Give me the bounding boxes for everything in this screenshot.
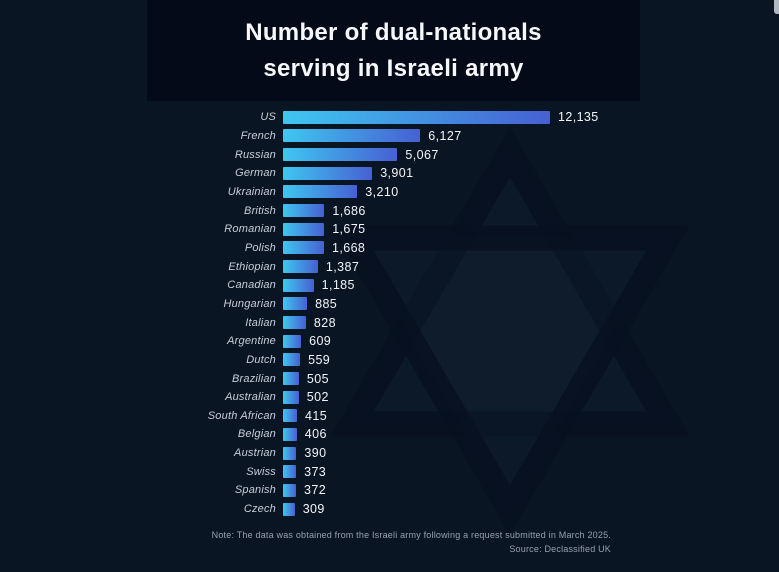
bar-row: Italian 828: [160, 313, 770, 332]
bar-row: Ethiopian 1,387: [160, 257, 770, 276]
category-label: Swiss: [246, 465, 276, 478]
chart-title-line-1: Number of dual-nationals: [245, 18, 542, 46]
bar: [283, 446, 297, 460]
value-label: 6,127: [428, 128, 462, 143]
category-label: Ethiopian: [228, 260, 276, 273]
value-label: 1,185: [321, 278, 355, 293]
value-label: 609: [309, 334, 332, 349]
value-label: 885: [315, 296, 338, 311]
value-label: 3,901: [380, 166, 414, 181]
value-label: 309: [302, 502, 325, 517]
category-label: British: [244, 204, 276, 217]
bar-row: Hungarian 885: [160, 295, 770, 314]
bar-row: Australian 502: [160, 388, 770, 407]
bar-row: Brazilian 505: [160, 369, 770, 388]
category-label: Russian: [234, 148, 276, 161]
value-label: 406: [304, 427, 327, 442]
bar: [283, 260, 318, 274]
footnote-block: Note: The data was obtained from the Isr…: [212, 529, 611, 556]
bar: [283, 297, 308, 311]
bar: [283, 409, 297, 423]
bar: [283, 278, 314, 292]
category-label: South African: [207, 409, 276, 422]
value-label: 1,668: [332, 240, 366, 255]
category-label: Canadian: [227, 279, 276, 292]
bar: [283, 166, 373, 180]
value-label: 1,686: [332, 203, 366, 218]
bar-row: Argentine 609: [160, 332, 770, 351]
value-label: 1,387: [325, 259, 360, 274]
bar-row: Polish 1,668: [160, 239, 770, 258]
value-label: 390: [304, 446, 327, 461]
value-label: 828: [313, 315, 336, 330]
category-label: Australian: [225, 391, 276, 404]
bar: [283, 353, 301, 367]
value-label: 3,210: [365, 184, 399, 199]
category-label: Belgian: [237, 428, 276, 441]
bar-row: Dutch 559: [160, 351, 770, 370]
bar: [283, 334, 302, 348]
bar: [283, 148, 398, 162]
category-label: Romanian: [224, 223, 276, 236]
title-band: Number of dual-nationals serving in Isra…: [147, 0, 640, 101]
value-label: 373: [304, 464, 327, 479]
bar: [283, 390, 299, 404]
category-label: Czech: [243, 503, 276, 516]
category-label: Ukrainian: [227, 185, 276, 198]
category-label: Hungarian: [223, 297, 276, 310]
bar-row: South African 415: [160, 407, 770, 426]
bar: [283, 241, 324, 255]
bar-row: US 12,135: [160, 108, 770, 127]
value-label: 505: [306, 371, 329, 386]
bar: [283, 185, 358, 199]
bar: [283, 110, 550, 124]
bar-row: German 3,901: [160, 164, 770, 183]
chart-title-line-2: serving in Israeli army: [263, 54, 524, 82]
category-label: Brazilian: [232, 372, 276, 385]
value-label: 1,675: [332, 222, 366, 237]
category-label: Polish: [244, 241, 276, 254]
bar: [283, 316, 306, 330]
category-label: Italian: [245, 316, 276, 329]
value-label: 502: [306, 390, 329, 405]
value-label: 559: [308, 352, 331, 367]
footnote: Note: The data was obtained from the Isr…: [211, 530, 611, 540]
category-label: US: [260, 111, 276, 124]
value-label: 372: [304, 483, 327, 498]
bar: [283, 427, 297, 441]
category-label: Argentine: [227, 335, 276, 348]
source-line: Source: Declassified UK: [509, 543, 611, 554]
bar-row: French 6,127: [160, 127, 770, 146]
bar: [283, 465, 297, 479]
value-label: 5,067: [405, 147, 439, 162]
category-label: Dutch: [246, 353, 276, 366]
bar-row: Canadian 1,185: [160, 276, 770, 295]
bar-row: Russian 5,067: [160, 145, 770, 164]
bar: [283, 483, 296, 497]
bar-row: Austrian 390: [160, 444, 770, 463]
category-label: Austrian: [234, 447, 276, 460]
bar: [283, 502, 295, 516]
bar-row: Swiss 373: [160, 462, 770, 481]
bar: [283, 204, 325, 218]
bar-row: Czech 309: [160, 500, 770, 519]
category-label: French: [240, 129, 276, 142]
value-label: 12,135: [558, 110, 599, 125]
bar-row: Belgian 406: [160, 425, 770, 444]
bar-row: Ukrainian 3,210: [160, 183, 770, 202]
value-label: 415: [305, 408, 328, 423]
bar: [283, 372, 299, 386]
bar-row: Spanish 372: [160, 481, 770, 500]
bar: [283, 129, 421, 143]
bar: [283, 222, 325, 236]
category-label: Spanish: [234, 484, 276, 497]
bar-rows: US 12,135 French 6,127 Russian 5,067 German 3,9…: [160, 108, 770, 518]
scrollbar-thumb[interactable]: [774, 0, 779, 14]
category-label: German: [235, 167, 276, 180]
bar-row: Romanian 1,675: [160, 220, 770, 239]
bar-row: British 1,686: [160, 201, 770, 220]
